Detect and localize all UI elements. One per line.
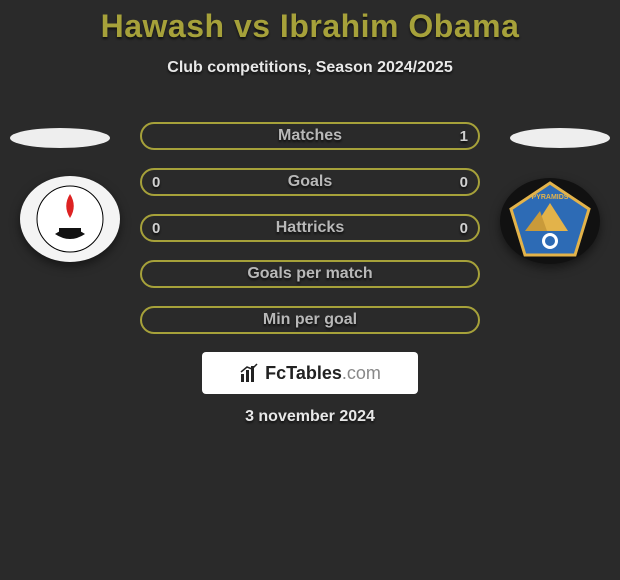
pyramids-logo-icon: PYRAMIDS (507, 181, 593, 261)
subtitle: Club competitions, Season 2024/2025 (0, 59, 620, 77)
brand-text: FcTables.com (265, 363, 381, 384)
brand-suffix: .com (342, 363, 381, 383)
brand-prefix: Fc (265, 363, 286, 383)
stat-label: Hattricks (142, 219, 478, 237)
stat-label: Matches (142, 127, 478, 145)
stat-right-value: 0 (460, 220, 468, 237)
stats-table: Matches 1 0 Goals 0 0 Hattricks 0 Goals … (140, 122, 480, 352)
stat-right-value: 0 (460, 174, 468, 191)
player-shadow-left (10, 128, 110, 148)
stat-row-goals: 0 Goals 0 (140, 168, 480, 196)
brand-main: Tables (286, 363, 342, 383)
club-badge-right: PYRAMIDS (500, 178, 600, 264)
enppi-logo-icon (35, 184, 105, 254)
stat-label: Goals per match (142, 265, 478, 283)
page-title: Hawash vs Ibrahim Obama (0, 0, 620, 45)
stat-row-min-per-goal: Min per goal (140, 306, 480, 334)
player-shadow-right (510, 128, 610, 148)
stat-row-goals-per-match: Goals per match (140, 260, 480, 288)
brand-link[interactable]: FcTables.com (202, 352, 418, 394)
stat-row-matches: Matches 1 (140, 122, 480, 150)
club-badge-left (20, 176, 120, 262)
footer-date: 3 november 2024 (0, 408, 620, 426)
stat-row-hattricks: 0 Hattricks 0 (140, 214, 480, 242)
stat-label: Min per goal (142, 311, 478, 329)
comparison-card: Hawash vs Ibrahim Obama Club competition… (0, 0, 620, 580)
stat-right-value: 1 (460, 128, 468, 145)
stat-label: Goals (142, 173, 478, 191)
bar-chart-icon (239, 362, 261, 384)
svg-text:PYRAMIDS: PYRAMIDS (532, 194, 569, 201)
